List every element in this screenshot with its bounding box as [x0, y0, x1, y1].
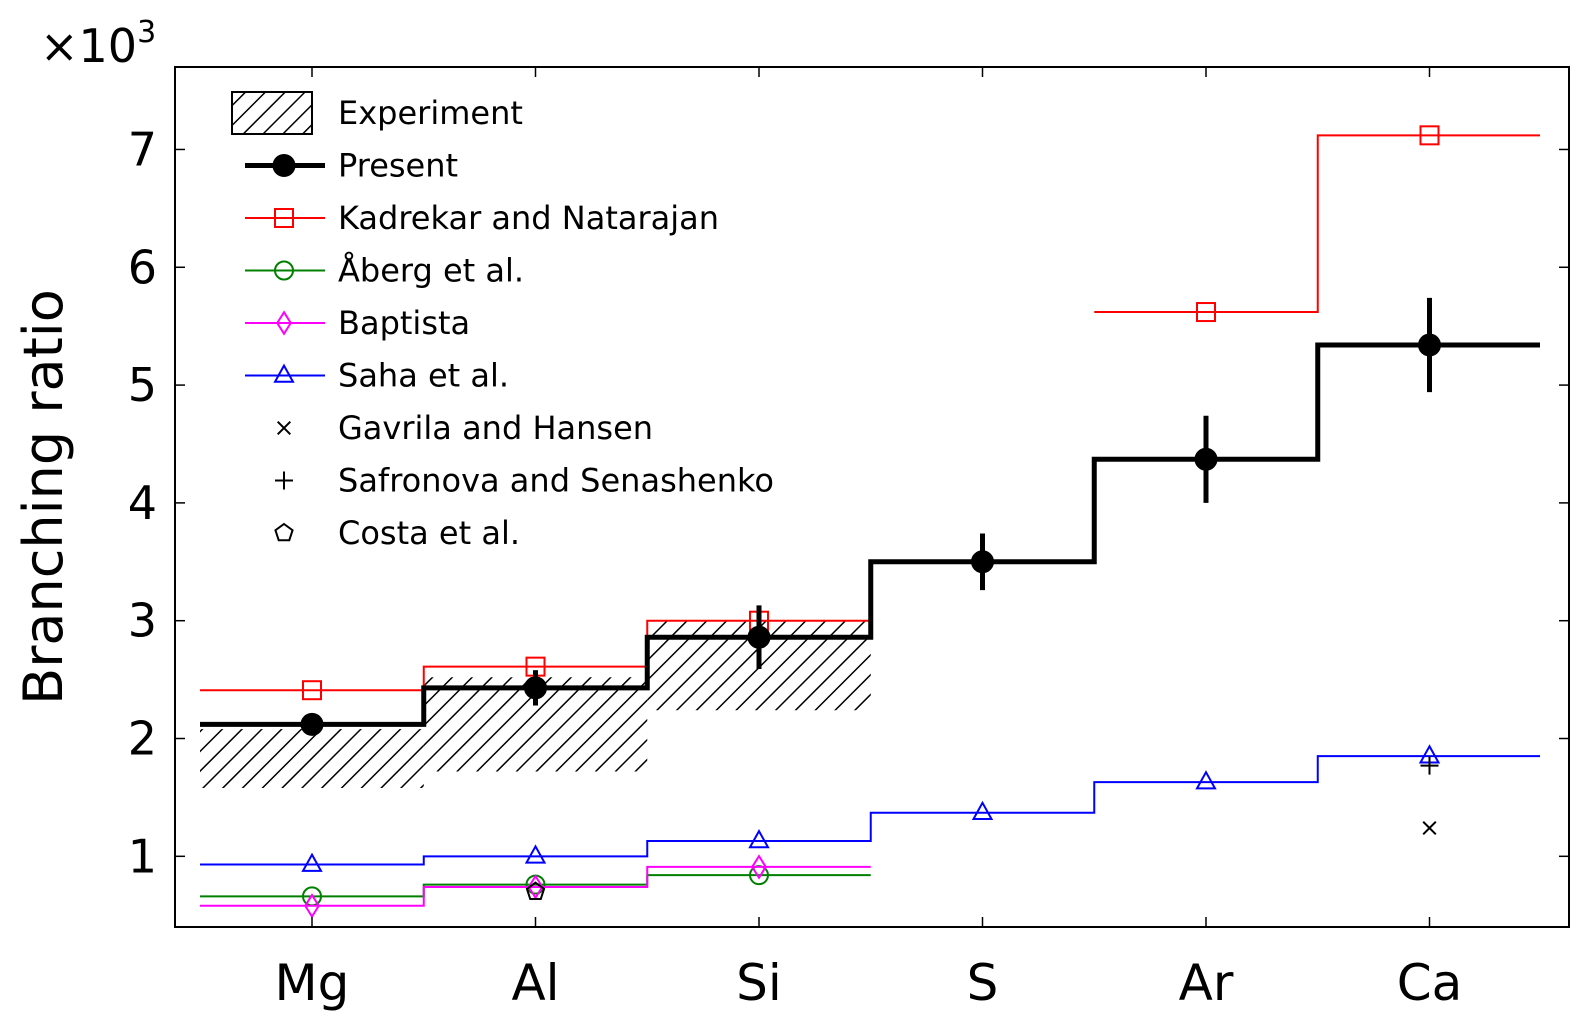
y-axis-label: Branching ratio — [12, 289, 75, 705]
x-tick-label-ca: Ca — [1397, 954, 1463, 1012]
y-tick-label-7: 7 — [128, 122, 157, 176]
series-baptista — [200, 854, 871, 919]
legend-label-experiment: Experiment — [338, 94, 523, 132]
series-line-kadrekar-and-natarajan — [200, 134, 1540, 692]
data-point-safronova-and-senashenko-ca — [1420, 756, 1439, 775]
legend-marker-berg-et-al — [274, 260, 294, 281]
data-point-saha-et-al-s — [971, 800, 994, 821]
data-point-present-si — [747, 625, 771, 649]
x-tick-label-mg: Mg — [275, 954, 350, 1012]
series-gavrila-and-hansen — [1422, 821, 1437, 836]
experiment-band-mg — [200, 729, 424, 788]
legend-entry-costa-et-al: Costa et al. — [274, 514, 520, 552]
series-berg-et-al — [200, 865, 871, 907]
data-point-baptista-al — [527, 874, 544, 900]
data-point-saha-et-al-ar — [1195, 770, 1217, 790]
series-line-berg-et-al — [200, 874, 871, 898]
data-point-saha-et-al-al — [524, 844, 547, 864]
y-tick-label-5: 5 — [128, 358, 157, 412]
y-tick-label-6: 6 — [128, 240, 157, 294]
legend-entry-gavrila-and-hansen: Gavrila and Hansen — [276, 409, 653, 447]
legend-label-kadrekar-and-natarajan: Kadrekar and Natarajan — [338, 199, 719, 237]
data-point-present-al — [524, 676, 547, 700]
x-tick-label-ar: Ar — [1179, 954, 1234, 1012]
legend-label-berg-et-al: Åberg et al. — [338, 252, 524, 290]
y-tick-label-3: 3 — [128, 594, 157, 648]
y-tick-label-4: 4 — [128, 476, 157, 530]
legend-entry-kadrekar-and-natarajan: Kadrekar and Natarajan — [245, 199, 719, 237]
series-present — [200, 297, 1540, 736]
x-tick-label-si: Si — [736, 954, 782, 1012]
legend-entry-berg-et-al: Åberg et al. — [245, 252, 524, 290]
series-costa-et-al — [525, 881, 546, 900]
plot-frame — [174, 66, 1570, 928]
legend-label-saha-et-al: Saha et al. — [338, 357, 509, 395]
legend-entry-safronova-and-senashenko: Safronova and Senashenko — [275, 462, 774, 500]
data-point-present-mg — [300, 712, 324, 736]
series-line-present — [200, 342, 1540, 727]
legend-label-baptista: Baptista — [338, 304, 470, 342]
data-point-present-ca — [1418, 333, 1441, 357]
series-line-baptista — [200, 865, 871, 907]
data-point-baptista-si — [751, 854, 767, 880]
legend-label-gavrila-and-hansen: Gavrila and Hansen — [338, 409, 653, 447]
series-safronova-and-senashenko — [1420, 756, 1439, 775]
legend-entry-present: Present — [245, 147, 458, 185]
legend-label-present: Present — [338, 147, 458, 185]
legend-entry-saha-et-al: Saha et al. — [245, 357, 509, 395]
y-axis-multiplier: ×103 — [40, 15, 156, 73]
legend-marker-saha-et-al — [273, 363, 295, 383]
data-point-baptista-mg — [304, 893, 320, 919]
data-point-saha-et-al-si — [748, 829, 770, 849]
legend-marker-safronova-and-senashenko — [275, 471, 293, 490]
data-point-present-ar — [1194, 447, 1218, 471]
legend-marker-gavrila-and-hansen — [276, 420, 292, 436]
data-point-kadrekar-and-natarajan-mg — [302, 680, 322, 701]
series-saha-et-al — [200, 744, 1540, 872]
legend-entry-experiment: Experiment — [231, 91, 523, 135]
legend-label-costa-et-al: Costa et al. — [338, 514, 520, 552]
series-line-saha-et-al — [200, 755, 1540, 866]
legend: Experiment Present Kadrekar and Natarajan Å… — [231, 91, 774, 552]
legend-marker-kadrekar-and-natarajan — [274, 208, 294, 228]
y-tick-label-2: 2 — [128, 712, 157, 766]
x-axis: Mg Al Si S Ar Ca — [275, 67, 1463, 1012]
data-point-gavrila-and-hansen-ca — [1422, 821, 1437, 836]
data-point-costa-et-al-al — [525, 881, 546, 900]
data-point-saha-et-al-mg — [301, 852, 323, 872]
legend-entry-baptista: Baptista — [245, 304, 470, 342]
series-layer — [200, 125, 1540, 919]
y-tick-label-1: 1 — [128, 829, 157, 883]
legend-marker-baptista — [276, 310, 292, 336]
data-point-kadrekar-and-natarajan-ca — [1419, 125, 1440, 146]
legend-marker-costa-et-al — [274, 522, 294, 542]
legend-swatch-experiment — [231, 91, 313, 135]
x-tick-label-s: S — [967, 954, 999, 1012]
data-point-kadrekar-and-natarajan-ar — [1196, 302, 1216, 323]
data-point-present-s — [971, 550, 994, 574]
legend-marker-present — [272, 154, 296, 177]
legend-label-safronova-and-senashenko: Safronova and Senashenko — [338, 462, 774, 500]
x-tick-label-al: Al — [511, 954, 559, 1012]
y-axis: 1 2 3 4 5 6 7 — [128, 122, 1569, 883]
